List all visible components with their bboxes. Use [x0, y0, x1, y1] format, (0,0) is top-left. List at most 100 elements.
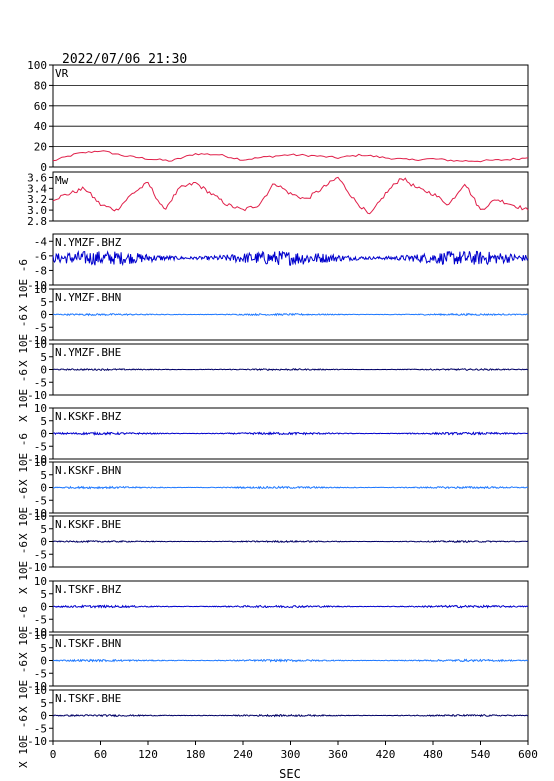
x-tick-label: 240	[233, 748, 253, 761]
y-tick-label: 5	[40, 642, 47, 655]
x-axis-label: SEC	[279, 767, 301, 781]
y-tick-label: 5	[40, 351, 47, 364]
y-tick-label: 3.6	[27, 171, 47, 184]
y-tick-label: 10	[34, 575, 47, 588]
y-tick-label: 10	[34, 456, 47, 469]
x-tick-label: 600	[518, 748, 538, 761]
y-tick-label: -4	[34, 235, 48, 248]
panel-frame	[52, 171, 529, 222]
y-tick-label: 5	[40, 415, 47, 428]
panel-n-ymzf-bhz: -4 -6-8 -10 N.YMZF.BHZ X 10E -6	[17, 233, 529, 312]
y-unit-label: X 10E -6	[17, 715, 30, 768]
y-tick-label: -10	[27, 389, 47, 402]
series-line	[52, 430, 529, 436]
y-tick-label: 10	[34, 684, 47, 697]
panel-title: N.YMZF.BHE	[55, 346, 121, 359]
y-tick-label: 3.4	[27, 182, 47, 195]
panel-title: N.KSKF.BHN	[55, 464, 121, 477]
y-tick-label: 0	[40, 536, 47, 549]
y-unit-label: X 10E -6	[17, 314, 30, 367]
y-tick-label: 3.0	[27, 204, 47, 217]
y-tick-label: 0	[40, 428, 47, 441]
y-tick-label: -8	[34, 264, 47, 277]
y-tick-label: -10	[27, 680, 47, 693]
y-tick-label: 10	[34, 402, 47, 415]
panel-title: N.KSKF.BHZ	[55, 410, 122, 423]
y-unit-label: X 10E -6	[17, 433, 30, 486]
y-tick-label: 5	[40, 588, 47, 601]
panel-title: N.KSKF.BHE	[55, 518, 121, 531]
x-axis: 0 60 120 180 240 300 360 420 480 540 600	[50, 741, 538, 761]
panel-vr: 0 20 40 60 80 100 VR	[27, 59, 529, 174]
series-line	[52, 150, 529, 163]
x-tick-label: 60	[94, 748, 107, 761]
y-tick-label: 2.8	[27, 215, 47, 228]
y-tick-label: 10	[34, 510, 47, 523]
panel-title: N.TSKF.BHZ	[55, 583, 122, 596]
y-tick-label: -10	[27, 453, 47, 466]
series-line	[52, 485, 529, 490]
y-tick-label: 5	[40, 296, 47, 309]
panel-title: VR	[55, 67, 69, 80]
y-tick-label: -10	[27, 279, 47, 292]
y-unit-label: X 10E -6	[17, 660, 30, 713]
y-unit-label: X 10E -6	[17, 259, 30, 312]
y-tick-label: 0	[40, 482, 47, 495]
y-tick-label: 5	[40, 469, 47, 482]
y-tick-label: -5	[34, 321, 47, 334]
x-tick-label: 540	[471, 748, 491, 761]
y-tick-label: 60	[34, 100, 47, 113]
panel-title: N.YMZF.BHZ	[55, 236, 122, 249]
y-tick-label: 10	[34, 338, 47, 351]
timestamp-label: 2022/07/06 21:30	[62, 52, 187, 67]
y-tick-label: -10	[27, 507, 47, 520]
y-unit-label: X 10E -6	[17, 541, 30, 594]
y-tick-label: -5	[34, 548, 47, 561]
x-tick-label: 120	[138, 748, 158, 761]
panel-title: N.TSKF.BHN	[55, 637, 121, 650]
y-unit-label: X 10E -6	[17, 487, 30, 540]
series-line	[52, 176, 529, 215]
series-line	[52, 713, 529, 718]
y-tick-label: -10	[27, 561, 47, 574]
y-tick-label: 0	[40, 601, 47, 614]
panel-title: N.YMZF.BHN	[55, 291, 121, 304]
y-tick-label: 5	[40, 523, 47, 536]
y-tick-label: 40	[34, 120, 47, 133]
y-tick-label: 0	[40, 710, 47, 723]
x-tick-label: 420	[376, 748, 396, 761]
y-tick-label: -5	[34, 440, 47, 453]
y-tick-label: 20	[34, 141, 47, 154]
y-tick-label: -10	[27, 735, 47, 748]
y-tick-label: 0	[40, 655, 47, 668]
y-tick-label: -10	[27, 626, 47, 639]
y-tick-label: 10	[34, 283, 47, 296]
series-line	[52, 367, 529, 372]
y-tick-label: -10	[27, 334, 47, 347]
x-tick-label: 480	[423, 748, 443, 761]
y-tick-label: -6	[34, 250, 47, 263]
series-line	[52, 249, 529, 267]
panel-title: Mw	[55, 174, 69, 187]
y-tick-label: 5	[40, 697, 47, 710]
x-tick-label: 300	[281, 748, 301, 761]
y-tick-label: 80	[34, 79, 47, 92]
y-tick-label: -5	[34, 376, 47, 389]
y-tick-label: 100	[27, 59, 47, 72]
panel-frame	[52, 64, 529, 168]
y-tick-label: 10	[34, 629, 47, 642]
y-tick-label: -5	[34, 667, 47, 680]
series-line	[53, 604, 529, 609]
x-tick-label: 180	[186, 748, 206, 761]
series-line	[52, 539, 529, 544]
x-tick-label: 0	[50, 748, 57, 761]
series-line	[52, 312, 529, 317]
